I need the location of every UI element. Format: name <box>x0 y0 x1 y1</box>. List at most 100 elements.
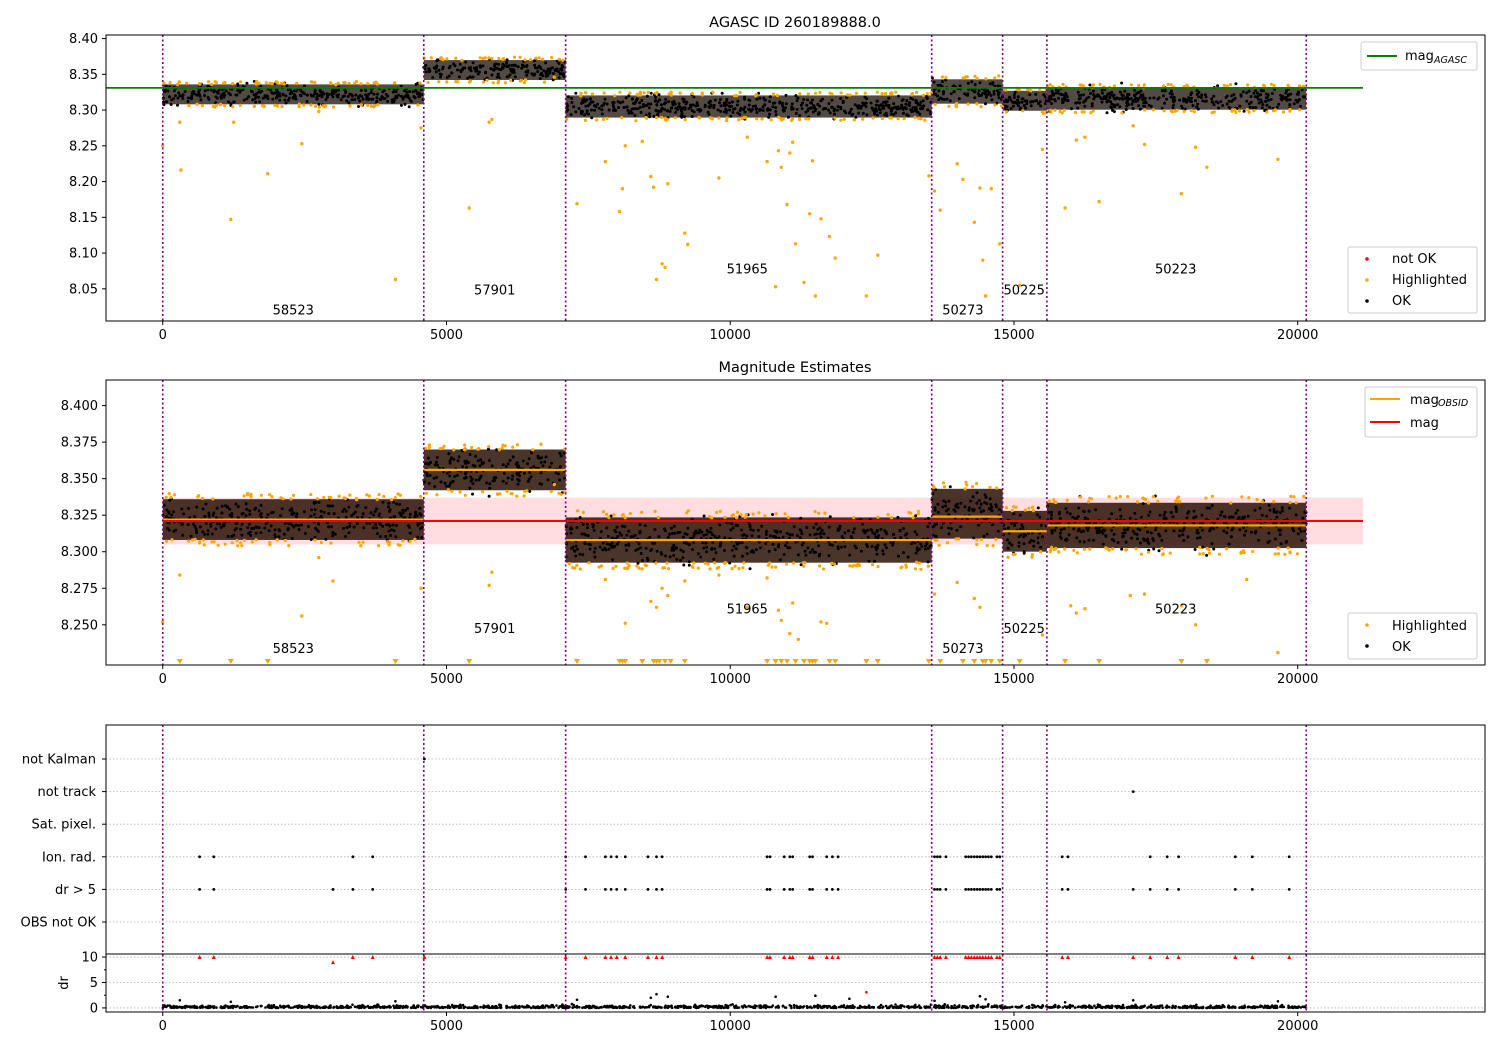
highlighted-point <box>1023 508 1027 512</box>
highlighted-point <box>1201 552 1205 556</box>
ok-point <box>254 525 258 529</box>
ok-point <box>1157 549 1161 553</box>
ok-point <box>973 83 977 86</box>
flag-point <box>989 855 993 859</box>
ok-point <box>1025 102 1029 106</box>
ok-point <box>448 64 452 68</box>
ok-point <box>651 541 655 545</box>
ok-point <box>1020 523 1024 527</box>
ok-point <box>339 98 343 102</box>
ok-point <box>574 110 578 114</box>
ok-point <box>432 476 436 480</box>
y-tick-label: 8.400 <box>61 399 98 414</box>
flag-point <box>646 888 650 891</box>
ok-point <box>604 548 608 552</box>
ok-point <box>538 456 542 460</box>
ok-point <box>914 551 918 555</box>
highlighted-point <box>1205 165 1209 169</box>
dr-point <box>858 1006 862 1009</box>
ok-point <box>624 543 628 547</box>
ok-point <box>1229 535 1233 539</box>
highlighted-point <box>445 80 449 84</box>
ok-point <box>315 97 319 101</box>
ok-point <box>850 113 854 117</box>
highlighted-point <box>944 76 948 80</box>
highlighted-point <box>904 565 909 569</box>
obsid-label: 50225 <box>1004 622 1045 637</box>
ok-point <box>764 542 768 545</box>
highlighted-point <box>1091 83 1095 87</box>
ok-point <box>319 509 323 513</box>
ok-point <box>1279 542 1283 546</box>
highlighted-point <box>621 513 625 517</box>
ok-point <box>424 70 428 74</box>
highlighted-point <box>612 513 616 517</box>
ok-point <box>283 98 287 102</box>
highlighted-point <box>456 80 460 84</box>
flag-point <box>768 888 772 891</box>
ok-point <box>1212 521 1216 525</box>
ok-point <box>425 471 429 475</box>
flag-point <box>825 888 829 891</box>
ok-point <box>612 101 616 105</box>
ok-point <box>616 100 620 104</box>
highlighted-point <box>651 185 656 189</box>
ok-point <box>1120 81 1124 85</box>
ok-point <box>957 97 961 101</box>
highlighted-point <box>883 92 888 97</box>
highlighted-point <box>640 139 644 144</box>
ok-point <box>745 552 749 556</box>
ok-point <box>1119 514 1123 518</box>
ok-point <box>991 82 995 86</box>
ok-point <box>1178 98 1182 102</box>
ok-point <box>1170 92 1174 96</box>
ok-point <box>280 507 284 511</box>
ok-point <box>468 68 472 71</box>
clipped-point-marker <box>812 659 819 664</box>
ok-point <box>947 526 950 530</box>
ok-point <box>1078 97 1082 100</box>
highlighted-point <box>1225 547 1229 551</box>
ok-point <box>1189 93 1193 97</box>
ok-point <box>254 506 258 510</box>
highlighted-point <box>1247 496 1251 500</box>
highlighted-point <box>313 538 317 542</box>
highlighted-point <box>1129 83 1133 87</box>
ok-point <box>1148 96 1152 100</box>
highlighted-point <box>497 79 501 83</box>
ok-point <box>373 510 377 513</box>
ok-point <box>798 536 802 540</box>
highlighted-point <box>1054 500 1058 505</box>
ok-point <box>935 522 938 526</box>
ok-point <box>393 90 397 93</box>
ok-point <box>362 526 366 530</box>
ok-point <box>655 103 659 107</box>
ok-point <box>887 103 891 107</box>
ok-point <box>1086 528 1090 532</box>
ok-point <box>528 470 531 474</box>
ok-point <box>1147 103 1151 107</box>
ok-point <box>173 89 176 93</box>
highlighted-point <box>1069 604 1073 608</box>
ok-point <box>659 551 663 555</box>
ok-point <box>948 99 952 103</box>
ok-point <box>399 513 403 517</box>
ok-point <box>768 534 772 538</box>
ok-point <box>220 88 224 92</box>
highlighted-point <box>408 539 412 544</box>
ok-point <box>503 64 507 68</box>
flag-point <box>1250 888 1254 891</box>
x-tick-label: 20000 <box>1277 328 1318 343</box>
dr-point <box>806 1006 809 1010</box>
ok-point <box>733 107 737 111</box>
ok-point <box>702 546 706 550</box>
ok-point <box>800 107 804 110</box>
flag-point <box>970 888 973 891</box>
ok-point <box>1285 539 1289 543</box>
highlighted-point <box>503 81 507 85</box>
ok-point <box>426 456 430 460</box>
ok-point <box>1112 539 1116 543</box>
dr-point <box>1025 1006 1029 1009</box>
ok-point <box>849 535 853 539</box>
ok-point <box>588 97 592 101</box>
